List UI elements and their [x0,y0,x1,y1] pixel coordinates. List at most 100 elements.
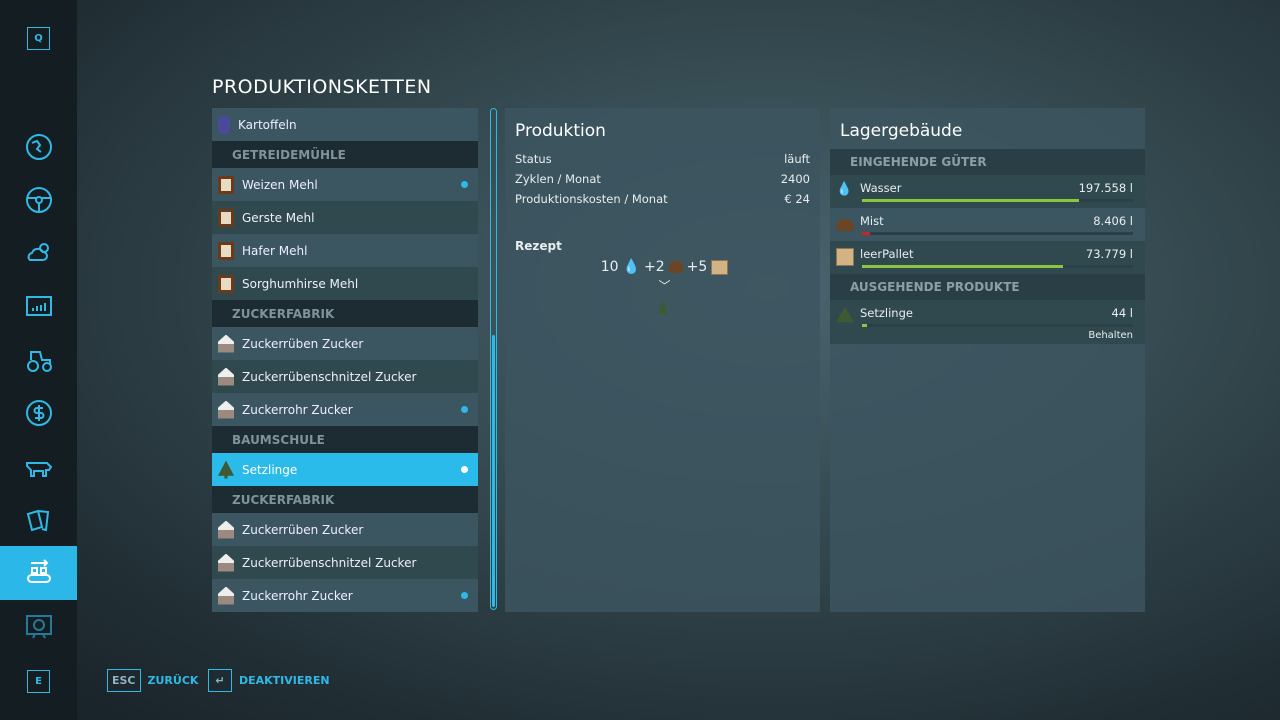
prev-page-key[interactable]: Q [27,27,50,50]
active-indicator-dot [461,592,468,599]
flour-icon [218,175,234,194]
storage-panel: Lagergebäude EINGEHENDE GÜTER 💧 Wasser 197… [830,108,1145,612]
sidebar-item-animals[interactable] [0,441,77,493]
help-icon [25,615,52,639]
flour-icon [218,208,234,227]
sapling-icon [657,300,668,314]
list-item[interactable]: Gerste Mehl [212,201,478,234]
active-indicator-dot [461,406,468,413]
list-item[interactable]: Zuckerrübenschnitzel Zucker [212,360,478,393]
sugar-icon [218,586,234,605]
section-label: BAUMSCHULE [232,432,325,447]
list-item-label: Setzlinge [242,462,298,477]
list-section-header: ZUCKERFABRIK [212,486,478,513]
sugar-icon [218,334,234,353]
good-name: Mist [860,214,884,228]
sapling-icon [836,307,854,323]
list-item-label: Zuckerrohr Zucker [242,402,353,417]
list-section-header: BAUMSCHULE [212,426,478,453]
fill-level [862,232,871,235]
deactivate-button[interactable]: ↵ DEAKTIVIEREN [208,669,330,692]
stat-label: Status [515,152,552,166]
list-item[interactable]: Zuckerrüben Zucker [212,327,478,360]
back-label: ZURÜCK [147,674,199,687]
stat-value: € 24 [784,192,810,206]
list-item[interactable]: Zuckerrohr Zucker [212,579,478,612]
sidebar-item-tractor[interactable] [0,334,77,386]
stat-label: Zyklen / Monat [515,172,601,186]
stat-label: Produktionskosten / Monat [515,192,668,206]
production-chain-list: Kartoffeln GETREIDEMÜHLE Weizen Mehl Gerste… [212,108,478,612]
sugar-icon [218,400,234,419]
storage-good-row: Setzlinge 44 l Behalten [830,300,1145,344]
recipe-inputs: 10 💧 +2 +5 [505,259,820,275]
sidebar-item-statistics[interactable] [0,280,77,332]
list-item[interactable]: Setzlinge [212,453,478,486]
production-icon [26,559,51,583]
page-title: PRODUKTIONSKETTEN [212,76,432,98]
list-item-label: Zuckerrohr Zucker [242,588,353,603]
fill-level-bar [862,199,1133,202]
list-item-label: Zuckerrübenschnitzel Zucker [242,369,417,384]
potato-bag-icon [218,115,230,134]
list-item[interactable]: Zuckerrüben Zucker [212,513,478,546]
water-icon: 💧 [622,259,640,275]
active-indicator-dot [461,466,468,473]
sidebar-item-finance[interactable] [0,387,77,439]
stat-value: 2400 [780,172,810,186]
list-item[interactable]: Zuckerrübenschnitzel Zucker [212,546,478,579]
sidebar-item-help[interactable] [0,601,77,653]
good-name: Wasser [860,181,902,195]
good-amount: 44 l [1111,306,1133,320]
list-item[interactable]: Kartoffeln [212,108,478,141]
section-label: ZUCKERFABRIK [232,306,335,321]
sidebar-item-contracts[interactable] [0,495,77,547]
list-item-label: Kartoffeln [238,117,297,132]
statistics-icon [25,296,52,316]
list-item-label: Gerste Mehl [242,210,315,225]
good-name: leerPallet [860,247,914,261]
fill-level [862,324,868,327]
sugar-icon [218,367,234,386]
active-indicator-dot [461,181,468,188]
storage-good-row: Mist 8.406 l [830,208,1145,241]
section-label: GETREIDEMÜHLE [232,147,346,162]
animals-icon [25,462,52,477]
sidebar-item-production[interactable] [0,546,77,600]
fill-level [862,265,1063,268]
list-scrollbar[interactable] [490,108,497,610]
sapling-icon [218,460,234,479]
output-mode-toggle[interactable]: Behalten [1088,330,1133,341]
list-section-header: ZUCKERFABRIK [212,300,478,327]
flour-icon [218,274,234,293]
fill-level-bar [862,324,1133,327]
scrollbar-thumb[interactable] [492,335,495,607]
list-item[interactable]: Sorghumhirse Mehl [212,267,478,300]
steering-wheel-icon [25,187,52,213]
map-icon [25,134,52,160]
outgoing-products-header: AUSGEHENDE PRODUKTE [830,274,1145,300]
weather-icon [27,243,49,261]
sidebar-item-weather[interactable] [0,226,77,278]
production-title: Produktion [515,121,606,141]
list-item[interactable]: Weizen Mehl [212,168,478,201]
enter-key: ↵ [208,669,232,692]
water-icon: 💧 [836,182,853,197]
list-section-header: GETREIDEMÜHLE [212,141,478,168]
finance-icon [25,400,52,426]
production-stat-row: Zyklen / Monat 2400 [505,169,820,189]
sidebar-item-map[interactable] [0,121,77,173]
storage-good-row: leerPallet 73.779 l [830,241,1145,274]
next-page-key[interactable]: E [27,670,50,693]
sidebar-item-steering-wheel[interactable] [0,174,77,226]
recipe-manure-amount: +2 [643,259,665,275]
list-item-label: Zuckerrüben Zucker [242,336,364,351]
tractor-icon [26,351,52,372]
list-item[interactable]: Zuckerrohr Zucker [212,393,478,426]
list-item[interactable]: Hafer Mehl [212,234,478,267]
manure-icon [836,219,854,231]
stat-value: läuft [784,152,810,166]
back-button[interactable]: ESC ZURÜCK [107,669,198,692]
storage-title: Lagergebäude [840,121,963,141]
list-item-label: Weizen Mehl [242,177,318,192]
